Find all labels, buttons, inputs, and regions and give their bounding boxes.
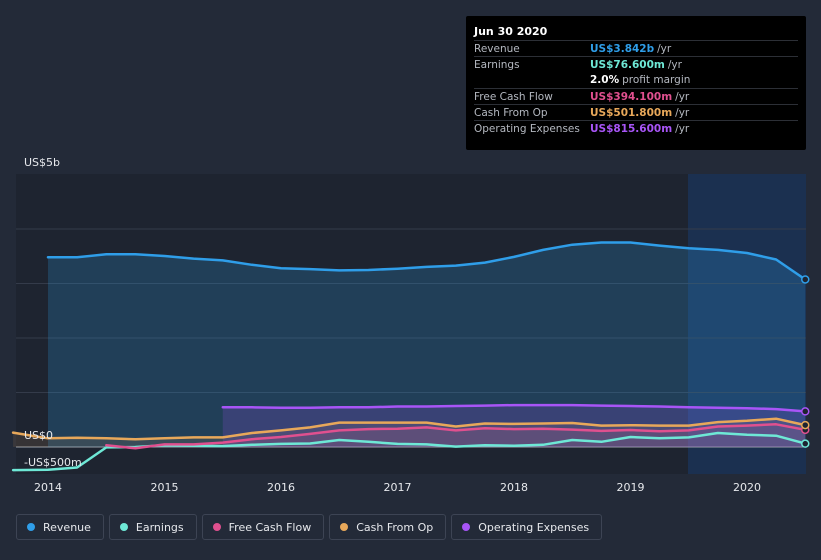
legend-dot-icon xyxy=(340,523,349,531)
x-axis-ticks: 2014 2015 2016 2017 2018 2019 2020 xyxy=(34,481,761,494)
tooltip-label: Free Cash Flow xyxy=(474,90,553,103)
tooltip-panel: Jun 30 2020 Revenue US$3.842b /yr Earnin… xyxy=(466,16,806,150)
area-operating-expenses xyxy=(222,405,806,447)
tooltip-row-free-cash-flow: Free Cash Flow US$394.100m /yr xyxy=(474,88,798,104)
tooltip-row-revenue: Revenue US$3.842b /yr xyxy=(474,40,798,56)
legend-dot-icon xyxy=(27,523,35,531)
legend-item-operating-expenses[interactable]: Operating Expenses xyxy=(451,514,603,540)
tooltip-row-cash-from-op: Cash From Op US$501.800m /yr xyxy=(474,104,798,120)
y-tick-label-top: US$5b xyxy=(24,156,61,169)
end-point-revenue xyxy=(801,275,810,284)
legend-label: Revenue xyxy=(43,520,91,534)
legend-dot-icon xyxy=(212,523,221,531)
tooltip-value: US$815.600m xyxy=(590,122,673,135)
series-end-points xyxy=(801,275,810,448)
tooltip-label: Cash From Op xyxy=(474,106,548,119)
tooltip-value: 2.0% xyxy=(590,74,620,86)
x-tick-label: 2014 xyxy=(34,481,62,494)
plot-background xyxy=(16,174,806,474)
y-tick-label-negative: -US$500m xyxy=(24,456,82,469)
legend-label: Cash From Op xyxy=(356,520,434,534)
legend-label: Free Cash Flow xyxy=(228,520,312,534)
x-tick-label: 2016 xyxy=(267,481,295,494)
line-revenue xyxy=(46,241,807,281)
line-operating-expenses xyxy=(221,403,807,413)
tooltip-label: Earnings xyxy=(474,58,520,71)
tooltip-value: US$76.600m xyxy=(590,58,665,71)
tooltip-unit: /yr xyxy=(675,106,690,119)
tooltip-value: US$3.842b xyxy=(590,42,655,55)
x-tick-label: 2015 xyxy=(151,481,179,494)
end-point-operating-expenses xyxy=(801,407,810,416)
tooltip-date: Jun 30 2020 xyxy=(474,25,548,38)
series-lines xyxy=(11,241,807,472)
tooltip-value: US$394.100m xyxy=(590,90,673,103)
legend-dot-icon xyxy=(119,523,128,531)
tooltip-unit: profit margin xyxy=(622,74,691,86)
legend-dot-icon xyxy=(462,523,471,531)
legend-label: Operating Expenses xyxy=(478,520,590,534)
chart-area: 2014 2015 2016 2017 2018 2019 2020 xyxy=(11,174,810,494)
legend: Revenue Earnings Free Cash Flow Cash Fro… xyxy=(16,514,607,540)
line-free-cash-flow xyxy=(105,423,807,450)
tooltip-label: Revenue xyxy=(474,42,520,55)
end-point-cash-from-op xyxy=(801,420,810,430)
x-tick-label: 2017 xyxy=(384,481,412,494)
legend-label: Earnings xyxy=(135,520,184,534)
tooltip-unit: /yr xyxy=(675,90,690,103)
line-cash-from-op xyxy=(11,417,807,441)
tooltip-row-profit-margin: 2.0% profit margin xyxy=(474,72,798,88)
tooltip-unit: /yr xyxy=(667,58,682,71)
legend-item-revenue[interactable]: Revenue xyxy=(16,514,104,540)
tooltip-label: Operating Expenses xyxy=(474,122,580,135)
tooltip-value: US$501.800m xyxy=(590,106,673,119)
tooltip-unit: /yr xyxy=(675,122,690,135)
area-revenue xyxy=(48,242,806,447)
legend-item-earnings[interactable]: Earnings xyxy=(108,514,197,540)
tooltip-unit: /yr xyxy=(657,42,672,55)
end-point-earnings xyxy=(801,439,810,448)
x-tick-label: 2019 xyxy=(617,481,645,494)
y-tick-label-zero: US$0 xyxy=(24,429,54,442)
x-tick-label: 2020 xyxy=(733,481,761,494)
legend-item-cash-from-op[interactable]: Cash From Op xyxy=(329,514,447,540)
tooltip-row-earnings: Earnings US$76.600m /yr xyxy=(474,56,798,72)
tooltip-row-operating-expenses: Operating Expenses US$815.600m /yr xyxy=(474,120,798,136)
series-areas xyxy=(13,242,806,449)
x-tick-label: 2018 xyxy=(500,481,528,494)
legend-item-free-cash-flow[interactable]: Free Cash Flow xyxy=(201,514,325,540)
